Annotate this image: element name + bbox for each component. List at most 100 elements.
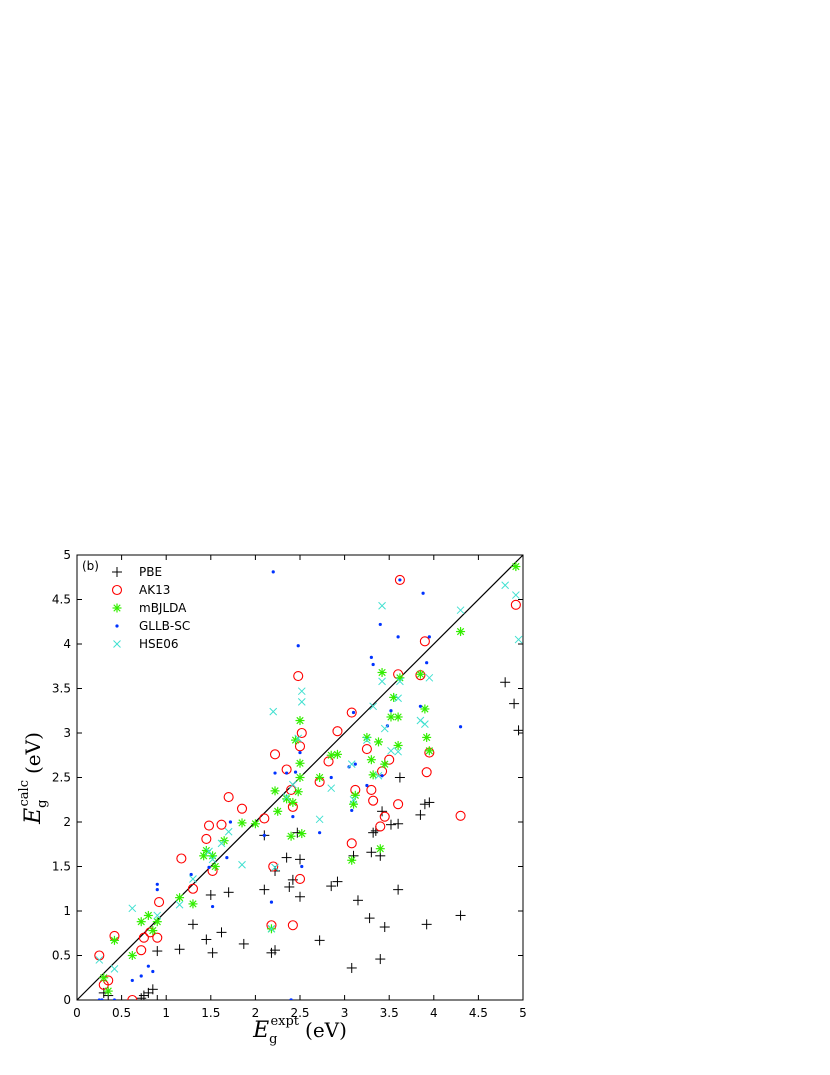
data-point: [458, 725, 463, 729]
data-point: [425, 673, 434, 682]
data-point: [270, 945, 281, 956]
data-point: [127, 994, 138, 1000]
data-point: [347, 760, 356, 769]
data-point: [512, 591, 520, 599]
data-point: [293, 787, 303, 797]
data-point: [282, 793, 291, 801]
data-point: [353, 762, 357, 766]
y-axis-title-base: E: [21, 808, 46, 825]
data-point: [375, 844, 385, 854]
data-point: [380, 724, 389, 733]
data-point: [510, 599, 521, 610]
data-point: [424, 797, 435, 808]
data-point: [509, 698, 520, 709]
data-point: [393, 818, 404, 829]
data-point: [389, 709, 393, 713]
data-point: [378, 622, 382, 627]
data-point: [208, 855, 217, 864]
data-point: [128, 904, 137, 913]
data-point: [95, 956, 104, 964]
data-point: [419, 636, 430, 647]
data-point: [237, 818, 247, 828]
x-axis-title: Eg expt (eV): [252, 1014, 347, 1047]
data-point: [146, 964, 150, 968]
data-point: [112, 998, 117, 1000]
data-point: [216, 819, 227, 830]
data-point: [315, 773, 325, 782]
data-point: [349, 799, 359, 809]
data-point: [386, 712, 396, 722]
data-point: [421, 919, 432, 930]
data-point: [136, 993, 147, 1000]
data-point: [174, 944, 185, 955]
data-point: [228, 820, 233, 824]
data-point: [259, 813, 270, 824]
data-point: [420, 704, 430, 714]
data-point: [374, 771, 383, 780]
data-point: [176, 853, 187, 864]
data-point: [287, 874, 298, 885]
data-point: [267, 924, 276, 933]
data-point: [223, 887, 234, 898]
data-point: [295, 773, 305, 782]
data-point: [289, 998, 293, 1000]
data-point: [393, 799, 404, 810]
data-point: [269, 749, 281, 760]
data-point: [152, 995, 163, 1000]
data-point: [366, 784, 377, 796]
data-point: [419, 799, 430, 810]
data-point: [271, 863, 279, 872]
data-point: [315, 815, 324, 824]
y-axis-title: Egcalc (eV): [17, 732, 50, 825]
data-point: [238, 938, 249, 949]
data-point: [373, 737, 383, 747]
data-point: [364, 913, 375, 924]
data-point: [271, 570, 275, 574]
series-hse06: [95, 581, 523, 973]
data-point: [293, 770, 298, 774]
data-point: [393, 712, 403, 722]
data-point: [366, 755, 376, 765]
data-point: [395, 673, 405, 683]
data-point: [369, 655, 373, 659]
data-point: [415, 669, 425, 679]
data-point: [259, 884, 270, 895]
y-tick-label: 4: [63, 637, 71, 651]
data-point: [361, 743, 372, 755]
data-point: [100, 998, 104, 1000]
y-tick-label: 0: [63, 993, 71, 1007]
data-point: [207, 865, 211, 869]
y-tick-label: 5: [63, 548, 71, 562]
data-point: [138, 990, 149, 1000]
data-point: [152, 932, 163, 943]
data-point: [250, 819, 260, 829]
data-point: [187, 883, 199, 894]
data-point: [427, 635, 431, 639]
data-point: [379, 922, 390, 933]
x-tick-label: 5: [519, 1006, 527, 1020]
data-point: [295, 758, 305, 768]
data-point: [139, 974, 143, 978]
legend-label: mBJLDA: [139, 601, 187, 615]
data-point: [346, 707, 357, 718]
data-point: [147, 984, 158, 995]
data-point: [269, 707, 278, 716]
data-point: [205, 847, 213, 856]
data-point: [351, 710, 356, 715]
data-point: [349, 795, 358, 804]
data-point: [295, 854, 305, 865]
data-point: [455, 810, 466, 821]
data-point: [175, 893, 185, 903]
data-point: [94, 950, 105, 961]
data-point: [415, 809, 426, 820]
data-point: [273, 806, 283, 816]
data-point: [291, 815, 295, 819]
data-point: [421, 591, 425, 595]
data-point: [281, 852, 292, 863]
data-point: [327, 784, 336, 793]
data-point: [377, 806, 388, 817]
data-point: [394, 772, 405, 783]
x-tick-label: 3.5: [380, 1006, 399, 1020]
data-point: [318, 831, 322, 835]
data-point: [210, 862, 220, 871]
